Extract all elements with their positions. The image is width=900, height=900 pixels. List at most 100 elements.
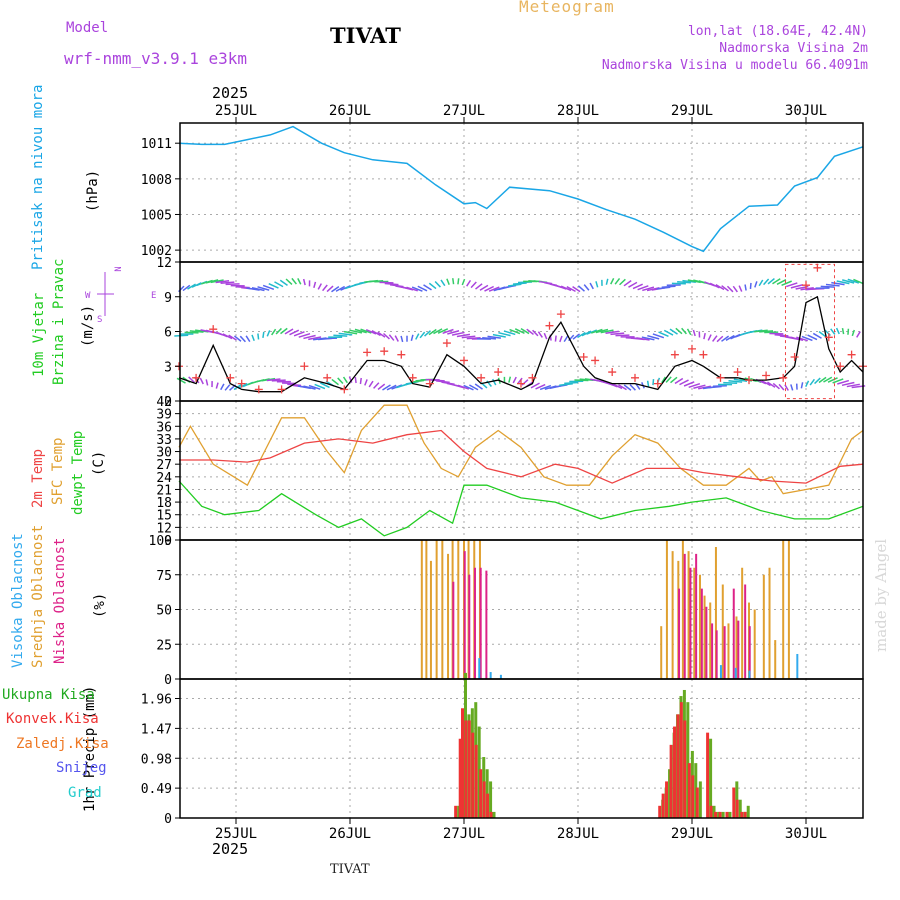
wind-arrow xyxy=(698,385,712,390)
gust-marker xyxy=(716,373,725,382)
footer-station: TIVAT xyxy=(330,862,370,877)
wind-arrow xyxy=(266,378,281,382)
day-label-bottom: 25JUL xyxy=(215,826,257,842)
legend-hail: Grad xyxy=(68,785,102,801)
wind-arrow xyxy=(215,382,219,389)
wind-arrow xyxy=(280,327,288,335)
wind-arrow xyxy=(614,277,621,285)
model-altitude: Nadmorska Visina u modelu 66.4091m xyxy=(601,58,868,73)
y-tick-label: 27 xyxy=(156,458,172,473)
wind-arrow xyxy=(572,333,581,340)
legend-total-rain: Ukupna Kisa xyxy=(2,687,95,703)
wind-arrow xyxy=(539,384,552,391)
wind-arrow xyxy=(308,384,321,390)
conv-rain-bar xyxy=(489,811,493,818)
y-tick-label: 6 xyxy=(164,326,172,341)
wind-arrow xyxy=(419,331,426,339)
wind-arrow xyxy=(331,285,340,293)
wind-arrow xyxy=(245,335,251,342)
wind-arrow xyxy=(758,279,764,287)
day-label-top: 25JUL xyxy=(215,103,257,119)
wind-arrow xyxy=(818,376,827,384)
y-tick-label: 0.98 xyxy=(141,752,172,767)
wind-arrow xyxy=(303,334,316,340)
wind-arrow xyxy=(239,335,246,343)
wind-arrow xyxy=(189,330,204,333)
wind-arrow xyxy=(623,280,632,287)
wind-arrow xyxy=(271,328,277,336)
wind-arrow xyxy=(586,329,598,335)
wind-arrow xyxy=(661,285,676,288)
wind-arrow xyxy=(423,284,432,291)
wind-arrow xyxy=(830,328,836,335)
wind-arrow xyxy=(761,380,771,387)
compass-e: E xyxy=(151,291,156,301)
wind-arrow xyxy=(661,376,666,384)
y-tick-label: 39 xyxy=(156,408,172,423)
gust-marker xyxy=(824,333,833,342)
gust-marker xyxy=(699,350,708,359)
conv-rain-bar xyxy=(479,769,483,818)
wind-arrow xyxy=(314,383,326,390)
wind-arrow xyxy=(677,280,691,284)
wind-arrow xyxy=(823,376,833,383)
gust-marker xyxy=(631,373,639,382)
gust-marker xyxy=(836,362,845,371)
wind-arrow xyxy=(428,282,437,290)
wind-arrow xyxy=(559,382,573,387)
wind-arrow xyxy=(619,278,626,286)
total-rain-bar xyxy=(709,738,713,818)
conv-rain-bar xyxy=(687,763,691,818)
wind-arrow xyxy=(373,382,380,389)
wind-arrow xyxy=(474,383,483,390)
dewpt-temp-line xyxy=(178,480,864,537)
wind-arrow xyxy=(726,285,734,293)
wind-arrow xyxy=(457,278,460,285)
wind-arrow xyxy=(738,285,743,292)
temp-2m-line xyxy=(179,429,864,484)
wind-arrow xyxy=(285,278,293,285)
wind-arrow xyxy=(807,334,818,341)
total-rain-bar xyxy=(489,781,493,818)
wind-arrow xyxy=(368,380,374,388)
wind-arrow xyxy=(188,376,195,383)
wind-arrow xyxy=(801,335,813,342)
wind-arrow xyxy=(681,327,687,335)
y-tick-label: 15 xyxy=(156,509,172,524)
wind-arrow xyxy=(251,334,255,342)
wind-arrow xyxy=(338,332,353,336)
wind-arrow xyxy=(577,285,585,292)
wind-arrow xyxy=(279,279,288,286)
gust-marker xyxy=(790,352,799,361)
y-tick-label: 1.47 xyxy=(141,722,172,737)
wind-arrow xyxy=(508,376,512,383)
wind-arrow xyxy=(767,277,775,285)
wind-arrow xyxy=(215,280,230,284)
wind-arrow xyxy=(275,327,282,335)
wind-arrow xyxy=(424,330,432,337)
wind-arrow xyxy=(479,284,489,291)
y-tick-label: 3 xyxy=(164,360,172,375)
wind-arrow xyxy=(566,286,576,293)
wind-arrow xyxy=(629,384,636,391)
pressure-line xyxy=(178,125,864,253)
wind-arrow xyxy=(271,379,286,382)
y-tick-label: 18 xyxy=(156,496,172,511)
wind-arrow xyxy=(703,332,706,340)
conv-rain-bar xyxy=(676,714,680,818)
conv-rain-bar xyxy=(454,805,458,818)
wind-arrow xyxy=(251,286,265,292)
compass-w: W xyxy=(85,291,91,301)
wind-arrow xyxy=(509,328,521,335)
gust-marker xyxy=(254,385,263,394)
day-label-top: 30JUL xyxy=(785,103,827,119)
wind-arrow xyxy=(384,282,399,286)
wind-arrow xyxy=(293,331,305,337)
wind-arrow xyxy=(326,285,334,293)
y-tick-label: 0.49 xyxy=(141,782,172,797)
gust-marker xyxy=(209,325,218,334)
wind-arrow xyxy=(636,337,650,341)
wind-arrow xyxy=(224,384,231,391)
wind-arrow xyxy=(560,285,572,292)
